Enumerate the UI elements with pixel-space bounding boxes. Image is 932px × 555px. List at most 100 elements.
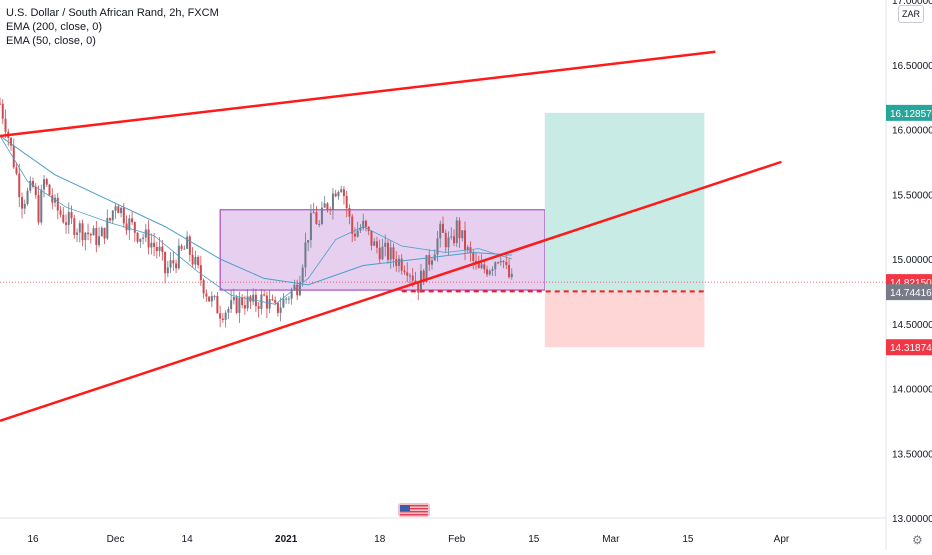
candle-body: [464, 230, 467, 250]
candle-body: [265, 295, 268, 309]
x-tick-label: Apr: [774, 534, 790, 545]
candle-body: [375, 241, 378, 248]
ema-200-line: [0, 135, 512, 286]
candle-body: [406, 272, 409, 276]
candle-body: [334, 193, 337, 197]
candle-body: [213, 296, 216, 298]
candle-body: [491, 269, 494, 271]
y-tick-label: 16.00000: [892, 126, 932, 137]
candle-body: [186, 236, 189, 249]
candle-body: [392, 247, 395, 260]
price-tag-label: 14.74416: [890, 288, 932, 299]
candle-body: [455, 220, 458, 244]
candle-body: [282, 298, 285, 308]
candle-body: [453, 236, 456, 244]
legend-ema200: EMA (200, close, 0): [6, 21, 102, 33]
candle-body: [232, 297, 235, 301]
candle-body: [422, 270, 425, 282]
candle-body: [197, 257, 200, 266]
candle-body: [172, 260, 175, 264]
candle-body: [279, 307, 282, 313]
candle-body: [477, 261, 480, 269]
currency-button[interactable]: ZAR: [898, 5, 924, 23]
legend-title: U.S. Dollar / South African Rand, 2h, FX…: [6, 7, 219, 19]
price-tag: [886, 339, 932, 356]
candle-body: [131, 218, 134, 223]
candle-body: [221, 318, 224, 320]
candle-body: [312, 212, 315, 214]
candle-body: [430, 260, 433, 265]
candle-body: [351, 216, 354, 234]
channel-lower-line: [0, 160, 782, 423]
candle-body: [315, 212, 318, 225]
candle-body: [59, 210, 62, 215]
candle-body: [502, 260, 505, 263]
candle-body: [175, 263, 178, 269]
candle-body: [188, 236, 191, 255]
candle-body: [37, 195, 40, 223]
candle-body: [400, 258, 403, 271]
candle-body: [450, 236, 453, 238]
flag-canton: [400, 505, 410, 511]
candle-body: [331, 193, 334, 210]
candle-body: [381, 246, 384, 260]
candle-body: [298, 282, 301, 296]
candle-body: [153, 242, 156, 247]
candle-body: [73, 218, 76, 235]
candle-body: [439, 223, 442, 239]
flag-stripe: [400, 514, 428, 516]
candle-body: [109, 218, 112, 221]
profit-zone: [544, 112, 705, 292]
candle-body: [23, 203, 26, 209]
channel-upper-line: [0, 50, 716, 138]
candle-body: [353, 233, 356, 237]
candle-body: [92, 228, 95, 236]
y-tick-label: 15.50000: [892, 190, 932, 201]
candle-body: [340, 189, 343, 192]
candle-body: [26, 190, 29, 204]
candle-body: [384, 242, 387, 247]
candle-body: [285, 298, 288, 300]
candle-body: [183, 248, 186, 250]
y-tick-label: 14.00000: [892, 385, 932, 396]
loss-zone: [544, 291, 705, 348]
candle-body: [309, 213, 312, 240]
candle-body: [238, 297, 241, 313]
candle-body: [425, 255, 428, 282]
candle-body: [43, 179, 46, 190]
candle-body: [4, 118, 7, 132]
candle-body: [345, 196, 348, 209]
candle-body: [510, 273, 513, 278]
candle-body: [51, 195, 54, 203]
x-tick-label: 15: [528, 534, 540, 545]
gear-icon[interactable]: ⚙: [912, 533, 923, 547]
candle-body: [106, 218, 109, 239]
candle-body: [318, 223, 321, 225]
y-tick-label: 15.00000: [892, 255, 932, 266]
candle-body: [304, 242, 307, 268]
candle-body: [219, 313, 222, 319]
candle-body: [142, 237, 145, 239]
candle-body: [364, 220, 367, 227]
candle-body: [48, 184, 51, 196]
candle-body: [65, 222, 68, 225]
candle-body: [216, 296, 219, 314]
candle-body: [367, 226, 370, 232]
candle-body: [395, 259, 398, 266]
candle-body: [241, 297, 244, 306]
candle-body: [67, 212, 70, 225]
candle-body: [114, 206, 117, 211]
candle-body: [301, 267, 304, 283]
price-tag: [886, 104, 932, 121]
candle-body: [483, 264, 486, 270]
candle-body: [342, 189, 345, 197]
candle-body: [98, 236, 101, 246]
candle-body: [56, 197, 59, 211]
candle-body: [1, 103, 4, 119]
candle-body: [78, 223, 81, 233]
candle-body: [290, 289, 293, 299]
y-tick-label: 14.50000: [892, 320, 932, 331]
candle-body: [87, 232, 90, 235]
